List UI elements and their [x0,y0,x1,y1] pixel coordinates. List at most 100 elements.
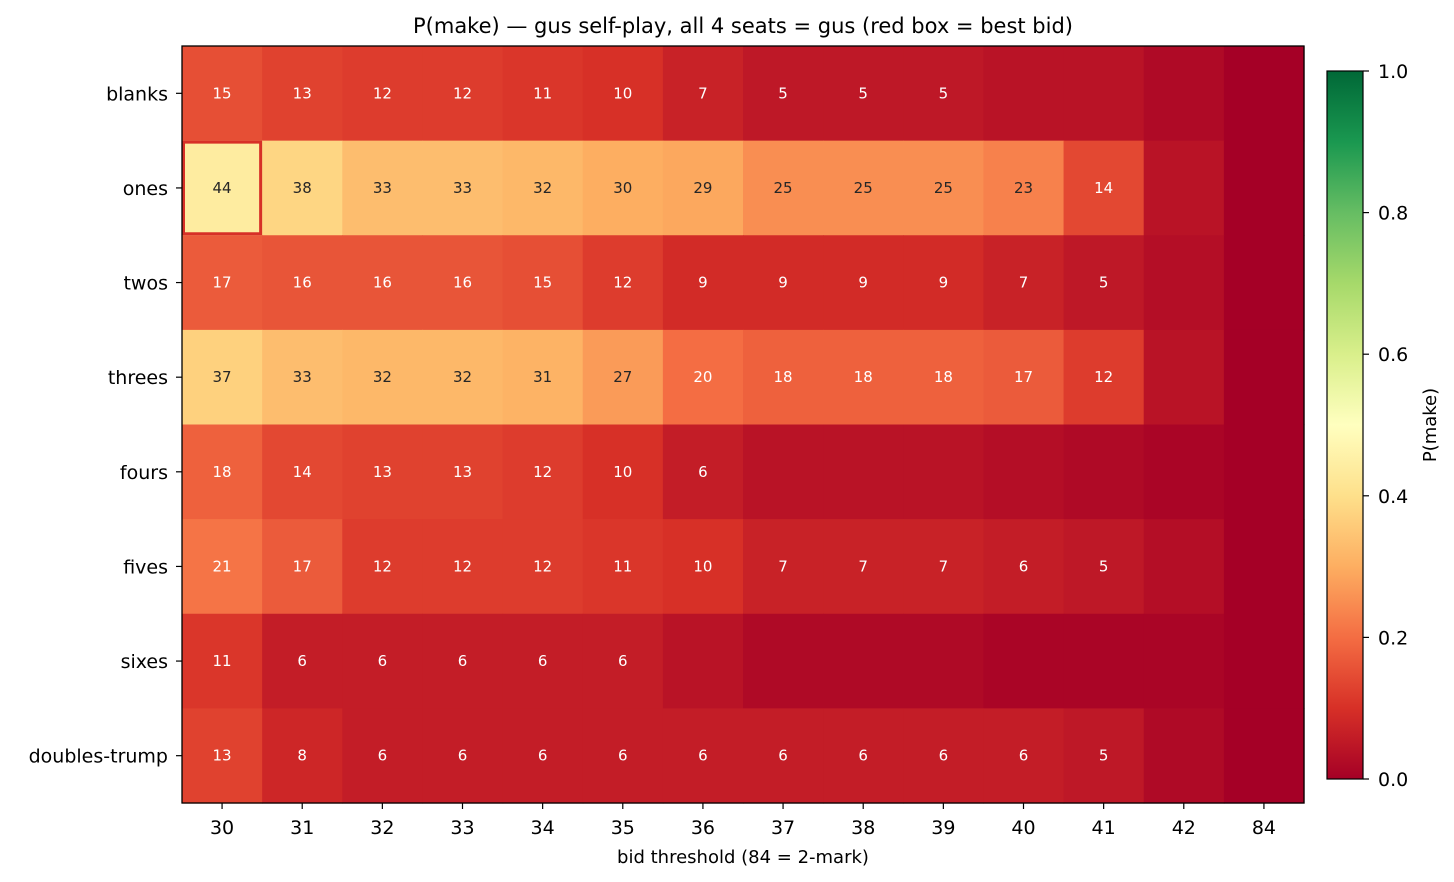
colorbar [1326,70,1364,780]
cell-value-label: 5 [1099,557,1109,575]
heatmap-cell [262,519,343,615]
heatmap-cell [1143,235,1225,331]
cell-value-label: 11 [213,652,232,670]
heatmap-cell [342,329,424,426]
chart-title: P(make) — gus self-play, all 4 seats = g… [413,14,1073,38]
cell-value-label: 15 [213,84,232,102]
cell-value-label: 32 [453,368,472,386]
heatmap-cell [743,140,824,236]
cell-value-label: 6 [939,747,949,765]
cell-value-label: 6 [458,747,468,765]
x-tick-label: 33 [450,817,474,839]
heatmap-cell [1063,46,1145,142]
cell-value-label: 10 [613,463,632,481]
heatmap-cell [1143,613,1225,709]
heatmap-cell [1223,613,1305,709]
heatmap-cell [582,329,664,426]
heatmap-cell [182,519,263,615]
heatmap-cell [662,235,744,331]
heatmap-cell [342,235,424,331]
heatmap-cell [342,140,424,236]
heatmap-cell [823,424,904,520]
heatmap-cell [342,613,424,709]
cell-value-label: 5 [858,84,868,102]
cell-value-label: 32 [533,179,552,197]
heatmap-cell [582,613,664,709]
cell-value-label: 14 [1094,179,1113,197]
heatmap-cell [422,235,504,331]
cell-value-label: 18 [934,368,953,386]
y-tick-label: blanks [106,83,168,105]
cell-value-label: 12 [533,463,552,481]
heatmap-cell [903,140,985,236]
cell-value-label: 12 [453,557,472,575]
heatmap-cell [342,424,424,520]
y-tick-label: fives [123,556,168,578]
heatmap-cell [1063,613,1145,709]
cell-value-label: 6 [297,652,307,670]
cell-value-label: 18 [213,463,232,481]
heatmap-cell [983,708,1065,804]
heatmap-cell [582,140,664,236]
heatmap-cell [983,235,1065,331]
heatmap-cell [823,235,904,331]
heatmap-cell [903,235,985,331]
heatmap-cell [582,235,664,331]
cell-value-label: 44 [213,179,232,197]
heatmap-cell [662,519,744,615]
heatmap-cell [1223,519,1305,615]
cell-value-label: 13 [373,463,392,481]
cell-value-label: 13 [213,747,232,765]
heatmap-cell [502,519,584,615]
heatmap-cell [743,46,824,142]
cell-value-label: 21 [213,557,232,575]
heatmap-cell [182,46,263,142]
heatmap-cell [182,708,263,804]
cell-value-label: 12 [453,84,472,102]
heatmap-cell [182,613,263,709]
cell-value-label: 9 [698,274,708,292]
heatmap-cell [903,329,985,426]
heatmap-cell [502,613,584,709]
x-tick-label: 39 [931,817,955,839]
heatmap-cell [983,519,1065,615]
best-bid-layer [182,140,263,236]
x-tick-label: 41 [1092,817,1116,839]
heatmap-cell [662,424,744,520]
x-tick-label: 40 [1011,817,1035,839]
cell-value-label: 6 [458,652,468,670]
heatmap-cell [502,140,584,236]
cell-value-label: 7 [698,84,708,102]
heatmap-cell [1223,424,1305,520]
heatmap-cell [262,235,343,331]
cell-value-label: 11 [613,557,632,575]
heatmap-cell [983,424,1065,520]
x-tick-label: 34 [531,817,555,839]
y-tick-label: ones [123,178,168,200]
heatmap-cell [743,235,824,331]
heatmap-cell [743,708,824,804]
cell-value-label: 17 [213,274,232,292]
heatmap-cell [582,424,664,520]
y-tick-label: doubles-trump [29,746,168,768]
y-tick-label: threes [108,367,168,389]
heatmap-cell [422,613,504,709]
heatmap-cell [422,424,504,520]
cell-value-label: 7 [939,557,949,575]
cell-value-label: 9 [858,274,868,292]
colorbar-tick-label: 0.0 [1378,769,1408,791]
heatmap-cell [582,708,664,804]
cell-value-label: 5 [1099,747,1109,765]
heatmap-cell [662,708,744,804]
cell-value-label: 31 [533,368,552,386]
plot-frame [181,45,1305,804]
heatmap-cell [1063,329,1145,426]
heatmap-cell [1223,329,1305,426]
cell-value-label: 11 [533,84,552,102]
cell-value-label: 9 [778,274,788,292]
heatmap-cell [1063,235,1145,331]
colorbar-tick-label: 1.0 [1378,61,1408,83]
cell-value-label: 6 [538,747,548,765]
heatmap-cell [983,613,1065,709]
cell-value-label: 23 [1014,179,1033,197]
